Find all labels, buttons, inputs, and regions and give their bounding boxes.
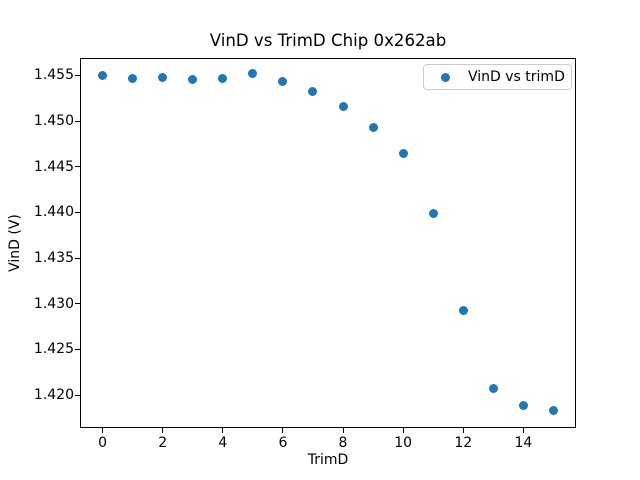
x-tick-label: 4 [218,435,228,451]
data-point [518,400,528,410]
plot-area [80,58,576,428]
data-point [458,305,468,315]
y-tick-mark [75,120,80,122]
x-axis-label: TrimD [307,452,349,468]
x-tick-mark [282,428,284,433]
data-point [188,74,198,84]
y-tick-label: 1.440 [33,204,74,221]
y-tick-mark [75,211,80,213]
y-tick-mark [75,303,80,305]
x-tick-mark [462,428,464,433]
y-tick-mark [75,257,80,259]
y-axis-label: VinD (V) [7,214,23,272]
data-point [158,72,168,82]
data-point [428,208,438,218]
data-point [338,101,348,111]
data-point [398,148,408,158]
data-point [128,73,138,83]
data-point [278,77,288,87]
y-tick-label: 1.455 [33,67,74,84]
data-point [308,87,318,97]
x-tick-label: 6 [278,435,288,451]
x-tick-mark [342,428,344,433]
data-point [488,384,498,394]
legend-marker-icon [441,72,450,82]
data-point [548,406,558,416]
x-tick-label: 14 [514,435,533,451]
x-tick-mark [402,428,404,433]
legend-label: VinD vs trimD [468,69,565,85]
x-tick-label: 10 [394,435,413,451]
y-tick-mark [75,74,80,76]
y-tick-label: 1.430 [33,295,74,312]
x-tick-mark [162,428,164,433]
data-point [368,122,378,132]
x-tick-mark [102,428,104,433]
y-tick-label: 1.450 [33,113,74,130]
y-tick-label: 1.435 [33,250,74,267]
y-tick-label: 1.420 [33,387,74,404]
x-tick-mark [222,428,224,433]
x-tick-label: 0 [98,435,107,451]
data-point [98,70,108,80]
x-tick-label: 2 [158,435,168,451]
legend: VinD vs trimD [423,64,572,90]
x-tick-mark [522,428,524,433]
chart-title: VinD vs TrimD Chip 0x262ab [209,31,447,50]
y-tick-label: 1.425 [33,341,74,358]
data-point [248,69,258,79]
y-tick-mark [75,348,80,350]
y-tick-mark [75,166,80,168]
data-point [218,73,228,83]
y-tick-label: 1.445 [33,158,74,175]
x-tick-label: 12 [454,435,473,451]
y-tick-mark [75,394,80,396]
x-tick-label: 8 [338,435,348,451]
